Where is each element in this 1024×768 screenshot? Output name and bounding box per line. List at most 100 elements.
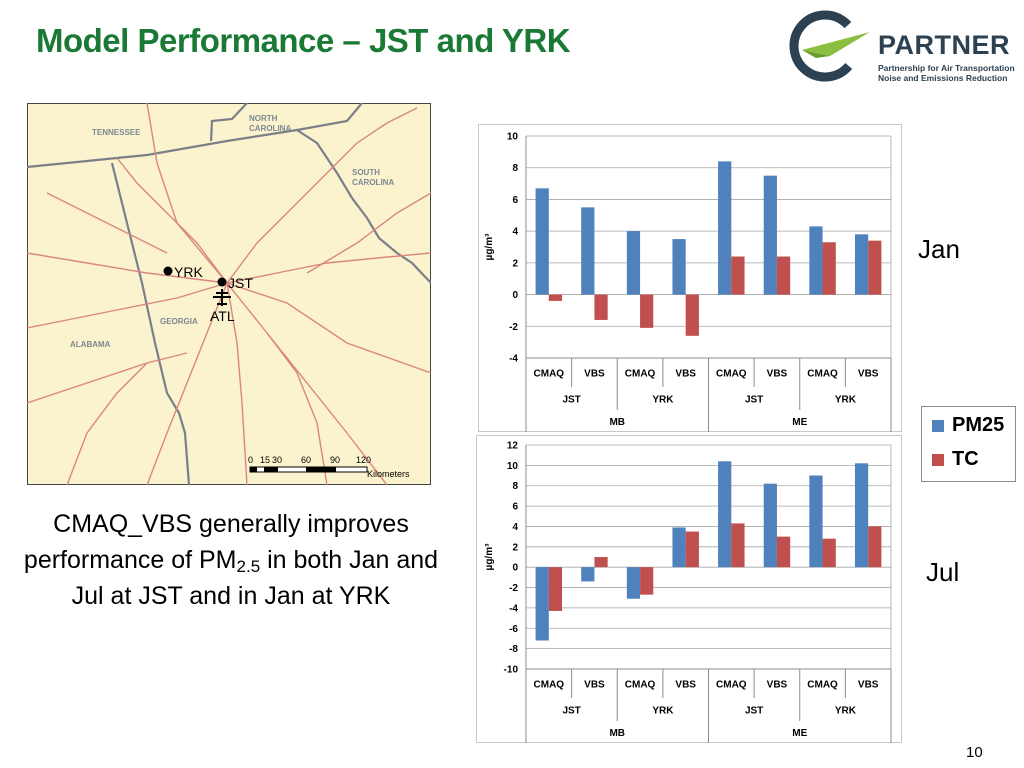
chart-jul-bar-pm25	[763, 483, 777, 568]
slide-title: Model Performance – JST and YRK	[36, 22, 571, 59]
chart-jan-site-label: YRK	[652, 395, 674, 406]
scale-tick: 120	[356, 455, 371, 465]
chart-jan-y-tick-label: -4	[509, 354, 518, 365]
chart-jan-bar-pm25	[763, 175, 777, 295]
chart-jan-bar-pm25	[581, 207, 595, 295]
chart-jul-bar-tc	[776, 536, 791, 568]
chart-jan-category-label: VBS	[858, 369, 879, 380]
region-map: TENNESSEE NORTH CAROLINA SOUTH CAROLINA …	[27, 103, 431, 485]
page-number: 10	[966, 744, 983, 761]
chart-jan-site-label: JST	[562, 395, 580, 406]
chart-jan-bar-pm25	[672, 239, 686, 295]
chart-jan-site-label: YRK	[835, 395, 857, 406]
chart-jan-category-label: VBS	[675, 369, 696, 380]
chart-jul-bar-tc	[548, 567, 563, 611]
chart-jul-bar-tc	[594, 557, 608, 568]
chart-jul-bar-pm25	[809, 475, 823, 568]
chart-jan: -4 -2 0 2 4 6 8 10 µg/m³ CMAQ VBS CMAQ VBS CMAQ VBS CMA…	[478, 124, 902, 432]
label-south-carolina: SOUTH	[352, 168, 380, 177]
chart-jan-category-label: CMAQ	[534, 369, 565, 380]
highways	[27, 103, 431, 485]
chart-jan-y-tick-label: 0	[512, 290, 518, 301]
chart-jul-site-label: JST	[562, 706, 580, 717]
chart-jul-site-label: YRK	[652, 706, 674, 717]
partner-logo: PARTNER Partnership for Air Transportati…	[780, 10, 1015, 83]
scale-tick: 90	[330, 455, 340, 465]
chart-jul-bar-pm25	[581, 567, 595, 582]
site-jst: JST	[217, 275, 253, 291]
chart-jul-category-label: VBS	[675, 680, 696, 691]
chart-jan-bar-pm25	[535, 188, 549, 295]
chart-jul-y-tick-label: 4	[512, 522, 518, 533]
chart-jan-bar-tc	[594, 294, 608, 320]
chart-jul-category-label: VBS	[767, 680, 788, 691]
summary-subscript: 2.5	[236, 557, 261, 576]
chart-jul-category-label: CMAQ	[807, 680, 838, 691]
chart-jan-metric-label: ME	[792, 417, 807, 428]
chart-jul-y-tick-label: -2	[509, 583, 518, 594]
chart-jan-bar-pm25	[854, 234, 869, 295]
site-yrk: YRK	[163, 264, 203, 280]
chart-jul-category-label: VBS	[858, 680, 879, 691]
chart-jan-category-label: VBS	[767, 369, 788, 380]
chart-jan-y-tick-label: 10	[507, 132, 519, 143]
chart-jan-bar-tc	[822, 242, 836, 295]
chart-jan-bar-tc	[731, 256, 745, 295]
legend-label-pm25: PM25	[952, 414, 1005, 436]
panel-label-jul: Jul	[926, 557, 960, 587]
chart-jan-bar-pm25	[718, 161, 732, 295]
chart-jan-bar-tc	[776, 256, 791, 295]
scale-tick: 0	[248, 455, 253, 465]
label-north-carolina: NORTH	[249, 114, 278, 123]
chart-jan-category-label: CMAQ	[625, 369, 656, 380]
label-north-carolina: CAROLINA	[249, 124, 291, 133]
chart-jul-bar-tc	[868, 526, 882, 568]
chart-jul-category-label: VBS	[584, 680, 605, 691]
chart-jul-bar-tc	[640, 567, 654, 595]
label-atl: ATL	[210, 308, 235, 324]
chart-jan-bar-tc	[548, 294, 563, 301]
scale-tick: 60	[301, 455, 311, 465]
partner-logo-mark-icon	[789, 10, 870, 82]
chart-jan-category-label: CMAQ	[716, 369, 747, 380]
chart-jul-site-label: JST	[745, 706, 763, 717]
chart-jul-y-tick-label: 8	[512, 481, 518, 492]
legend-label-tc: TC	[952, 448, 979, 470]
label-tennessee: TENNESSEE	[92, 128, 141, 137]
label-south-carolina: CAROLINA	[352, 178, 394, 187]
chart-jul-category-label: CMAQ	[625, 680, 656, 691]
scale-unit: Kilometers	[367, 469, 410, 479]
chart-jul-y-tick-label: -6	[509, 624, 518, 635]
chart-jul-y-tick-label: 12	[507, 441, 519, 452]
state-borders	[27, 103, 431, 485]
chart-jul-y-tick-label: 0	[512, 563, 518, 574]
label-jst: JST	[228, 275, 253, 291]
label-yrk: YRK	[174, 264, 203, 280]
chart-jan-y-axis-label: µg/m³	[484, 233, 495, 261]
chart-jul-y-tick-label: 6	[512, 502, 518, 513]
chart-jul-y-tick-label: -4	[509, 603, 518, 614]
chart-jul-y-axis-label: µg/m³	[484, 543, 495, 571]
chart-jul-y-tick-label: 10	[507, 461, 519, 472]
chart-jul-metric-label: ME	[792, 728, 807, 739]
chart-jul-metric-label: MB	[609, 728, 625, 739]
chart-jan-y-tick-label: 4	[512, 227, 518, 238]
chart-legend: PM25 TC	[921, 406, 1016, 482]
chart-jul-y-tick-label: -8	[509, 644, 518, 655]
chart-jan-y-tick-label: -2	[509, 322, 518, 333]
summary-text-part: in both Jan and Jul at JST and in Jan at…	[71, 546, 439, 610]
chart-jan-bar-pm25	[809, 226, 823, 295]
chart-jan-y-tick-label: 8	[512, 163, 518, 174]
chart-jul: -10 -8 -6 -4 -2 0 2 4 6 8 10 12 µg/m³ CMAQ VBS CMAQ VBS C…	[476, 435, 902, 743]
chart-jan-bar-pm25	[626, 231, 641, 295]
chart-jul-y-tick-label: 2	[512, 542, 518, 553]
airplane-icon	[213, 289, 231, 306]
chart-jul-y-tick-label: -10	[504, 665, 519, 676]
chart-jul-site-label: YRK	[835, 706, 857, 717]
panel-label-jan: Jan	[918, 234, 960, 264]
chart-jul-bar-pm25	[672, 527, 686, 568]
chart-jan-y-tick-label: 2	[512, 258, 518, 269]
logo-tagline: Partnership for Air Transportation	[878, 63, 1015, 73]
chart-jan-bar-tc	[868, 240, 882, 295]
chart-jan-metric-label: MB	[609, 417, 625, 428]
